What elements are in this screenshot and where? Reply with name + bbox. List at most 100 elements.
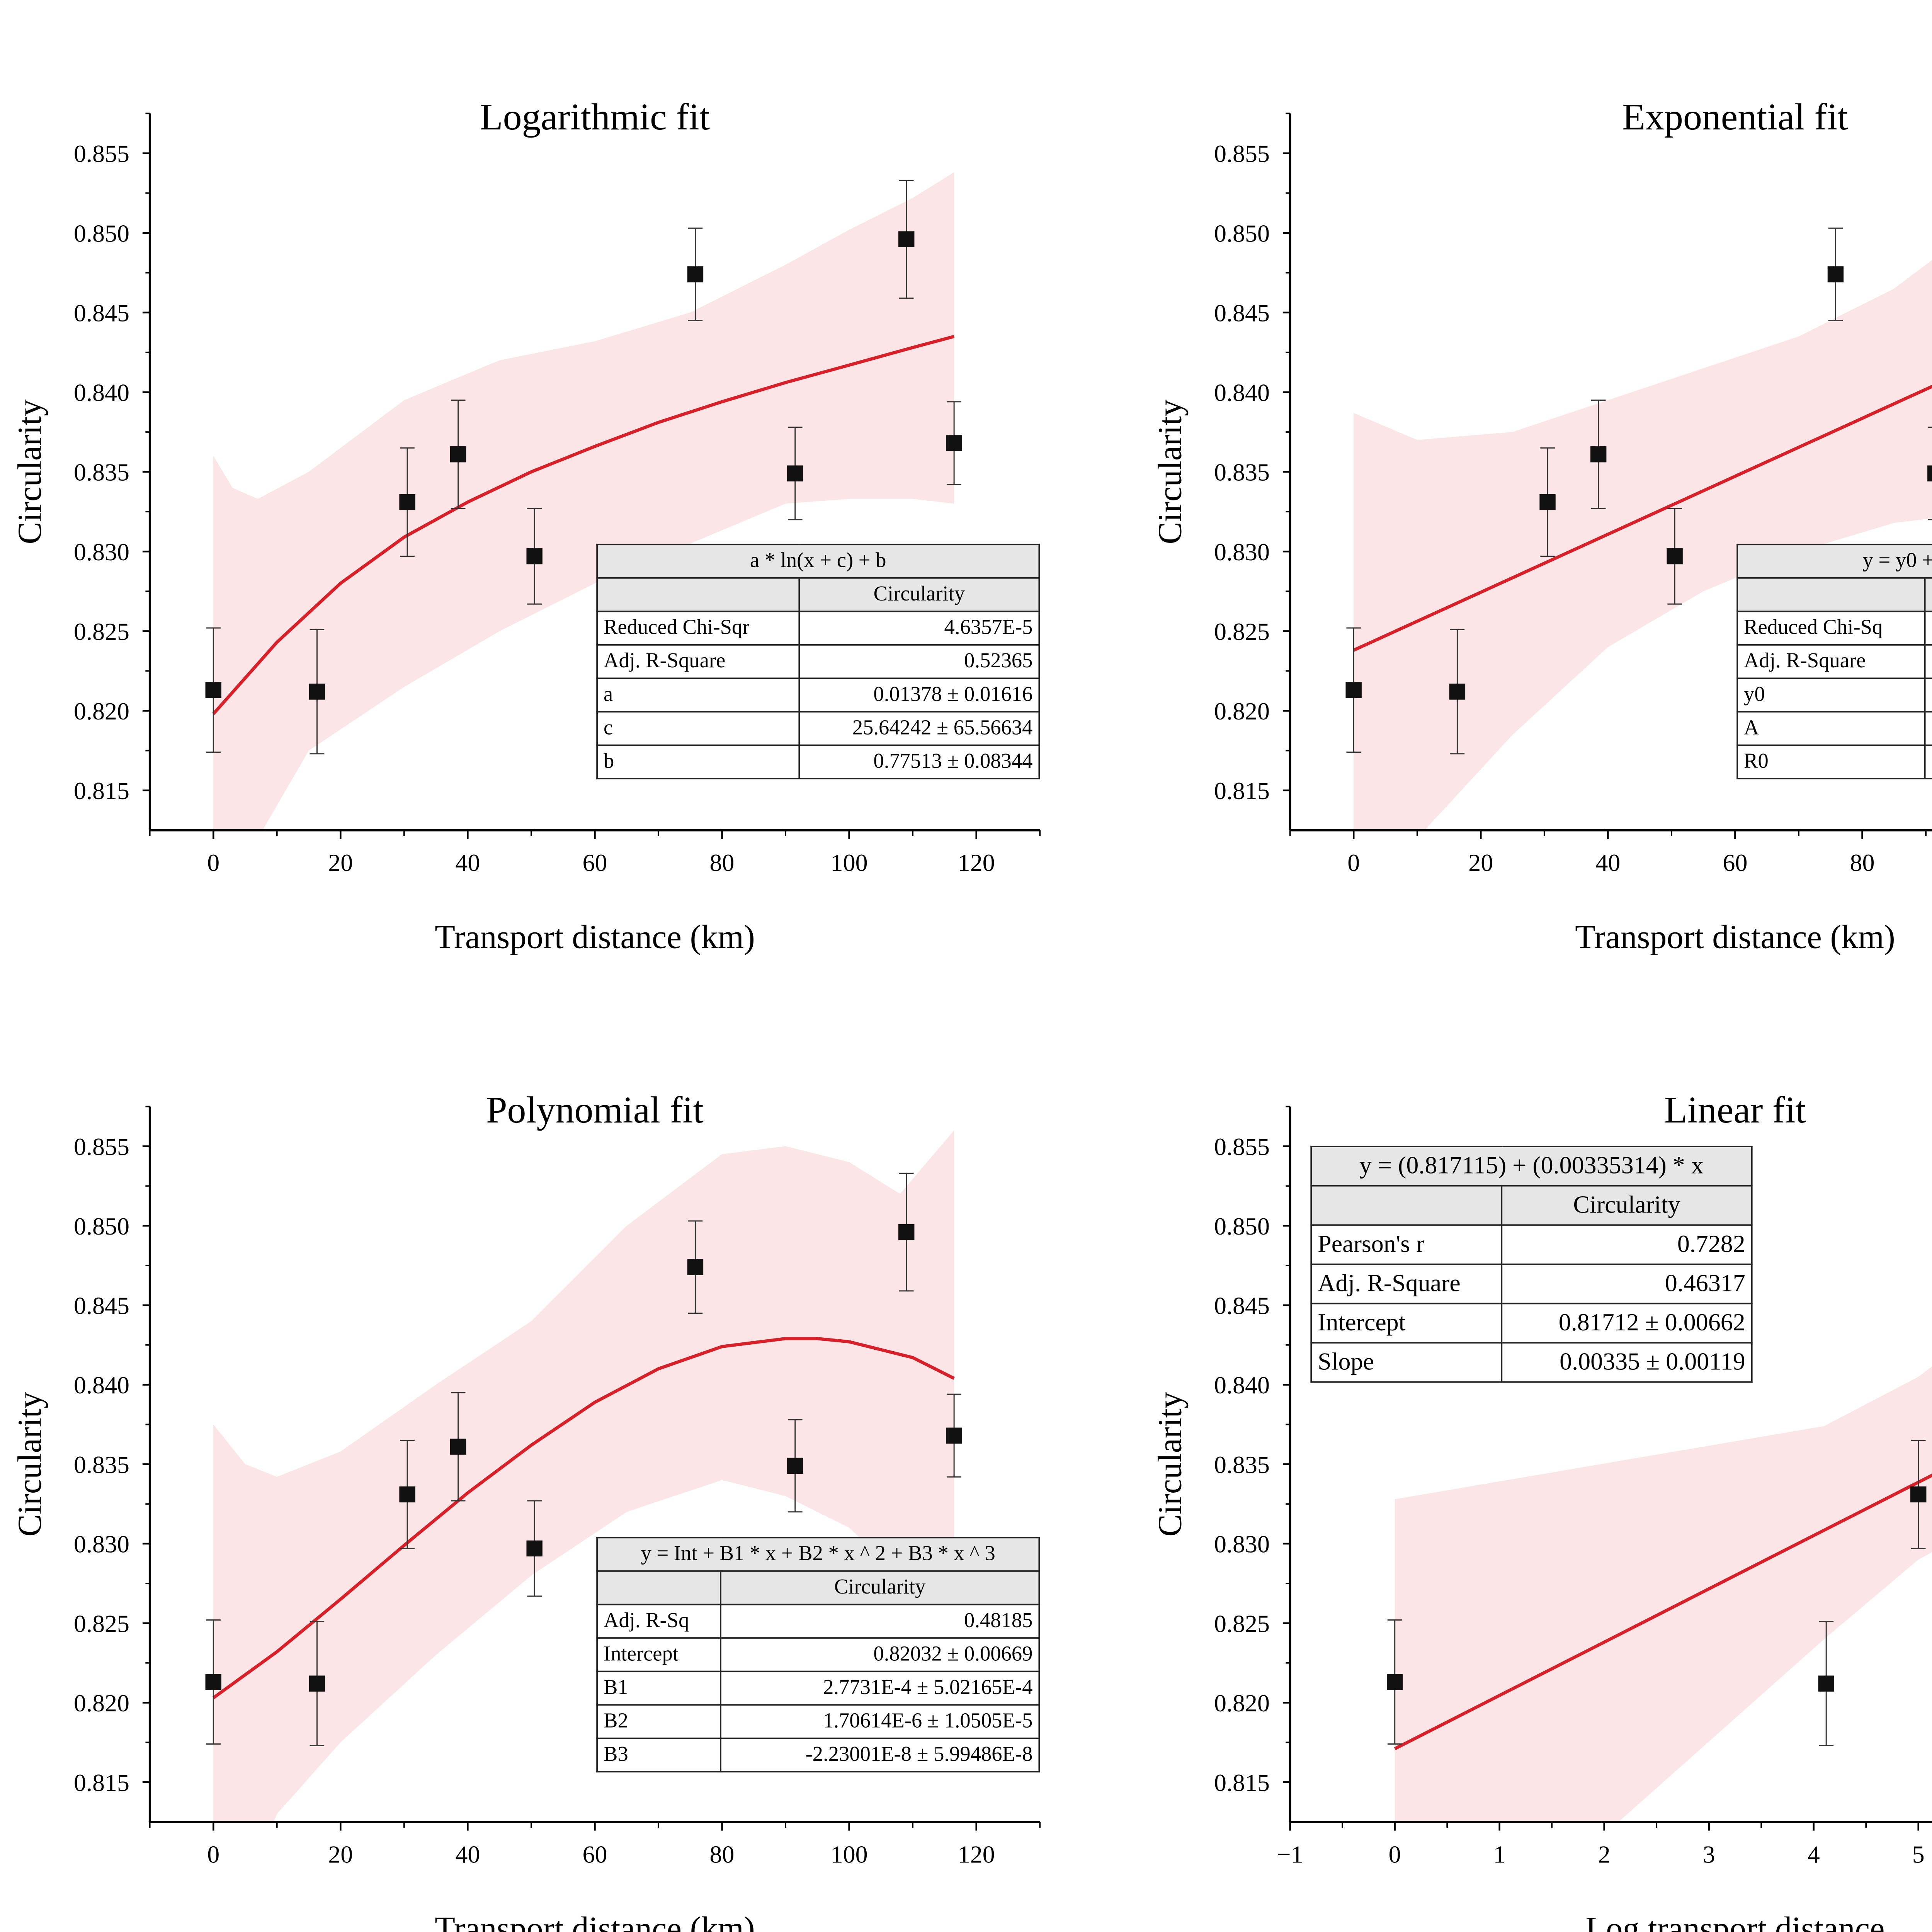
x-tick-label: −1	[1277, 1840, 1303, 1868]
row-value: 0.81712 ± 0.00662	[1501, 1303, 1753, 1344]
y-tick-label: 0.835	[1214, 1451, 1270, 1478]
data-point	[1345, 682, 1362, 698]
data-point	[399, 1486, 415, 1503]
y-tick-label: 0.835	[74, 459, 129, 486]
y-tick-label: 0.845	[74, 299, 129, 327]
x-tick-label: 120	[958, 1840, 995, 1868]
y-tick-label: 0.850	[1214, 219, 1270, 247]
chart-panel-2: 0.815 0.820 0.825 0.830 0.835 0.840 0.845 0.850…	[11, 1089, 1041, 1932]
y-tick-label: 0.845	[74, 1292, 129, 1320]
data-point	[1386, 1674, 1403, 1690]
x-tick-label: 40	[455, 1840, 480, 1868]
row-label: Reduced Chi-Sq	[1736, 611, 1926, 646]
y-tick-label: 0.840	[1214, 379, 1270, 406]
y-tick-label: 0.850	[1214, 1213, 1270, 1240]
x-tick-label: 80	[710, 849, 735, 876]
y-axis-label: Circularity	[1151, 1392, 1188, 1537]
y-tick-label: 0.855	[1214, 140, 1270, 167]
y-tick-label: 0.845	[1214, 1292, 1270, 1320]
row-label: Adj. R-Square	[596, 644, 800, 679]
chart-title: Exponential fit	[1622, 96, 1848, 138]
x-tick-label: 0	[207, 849, 219, 876]
x-axis-label: Transport distance (km)	[435, 1910, 755, 1932]
y-tick-label: 0.820	[74, 1689, 129, 1717]
row-value: 0.77513 ± 0.08344	[798, 744, 1040, 779]
y-tick-label: 0.815	[74, 1769, 129, 1796]
data-point	[1927, 465, 1932, 481]
data-point	[687, 1259, 704, 1275]
row-value: 1.70614E-6 ± 1.0505E-5	[720, 1704, 1040, 1739]
y-axis-label: Circularity	[11, 1392, 48, 1537]
row-label: b	[596, 744, 800, 779]
row-label: B1	[596, 1670, 721, 1706]
data-point	[1590, 446, 1607, 463]
data-point	[898, 231, 915, 247]
y-tick-label: 0.820	[74, 697, 129, 725]
row-label: R0	[1736, 744, 1926, 779]
data-point	[946, 435, 962, 451]
data-point	[1539, 494, 1556, 510]
data-point	[946, 1427, 962, 1444]
x-tick-label: 60	[582, 849, 607, 876]
row-value: -2.23001E-8 ± 5.99486E-8	[720, 1737, 1040, 1773]
data-point	[205, 1674, 221, 1690]
y-tick-label: 0.850	[74, 1213, 129, 1240]
column-header: Circularity	[1924, 577, 1932, 612]
row-label: Intercept	[596, 1637, 721, 1672]
data-point	[787, 1458, 803, 1474]
row-value: 2.7731E-4 ± 5.02165E-4	[720, 1670, 1040, 1706]
data-point	[526, 1540, 543, 1557]
y-tick-label: 0.830	[1214, 538, 1270, 566]
data-point	[399, 494, 415, 510]
row-value: 5.12159E-5 ± 0.02181	[1924, 744, 1932, 779]
x-tick-label: 2	[1598, 1840, 1611, 1868]
x-tick-label: 40	[1595, 849, 1620, 876]
y-tick-label: 0.830	[74, 538, 129, 566]
row-value: 3.54919 ± 1516.25478	[1924, 711, 1932, 746]
row-label: Adj. R-Square	[1310, 1264, 1503, 1304]
row-label: a	[596, 677, 800, 713]
x-tick-label: 0	[207, 1840, 219, 1868]
fit-line	[212, 335, 955, 715]
x-tick-label: 60	[582, 1840, 607, 1868]
x-axis-label: Log transport distance	[1585, 1910, 1884, 1932]
x-axis-label: Transport distance (km)	[1575, 918, 1895, 955]
x-tick-label: 20	[328, 1840, 353, 1868]
y-tick-label: 0.840	[74, 379, 129, 406]
fit-stats-table-linear: y = (0.817115) + (0.00335314) * x Circul…	[1310, 1146, 1753, 1383]
fit-line	[1394, 1473, 1932, 1750]
data-point	[450, 446, 466, 463]
y-tick-label: 0.830	[74, 1531, 129, 1558]
column-header: Circularity	[798, 577, 1040, 612]
row-value: -2.72544 ± 1516.25903	[1924, 677, 1932, 713]
fit-equation: y = (0.817115) + (0.00335314) * x	[1310, 1146, 1753, 1187]
y-tick-label: 0.825	[74, 1610, 129, 1637]
row-label: Intercept	[1310, 1303, 1503, 1344]
x-tick-label: 20	[328, 849, 353, 876]
fit-equation: y = y0 + A*exp(R0*x)	[1736, 544, 1932, 579]
data-point	[205, 682, 221, 698]
y-tick-label: 0.825	[74, 618, 129, 645]
fit-stats-table-logarithmic: a * ln(x + c) + b Circularity Reduced Ch…	[596, 544, 1040, 779]
data-point	[450, 1439, 466, 1455]
chart-title: Polynomial fit	[486, 1089, 704, 1131]
y-tick-label: 0.840	[1214, 1371, 1270, 1399]
fit-equation: y = Int + B1 * x + B2 * x ^ 2 + B3 * x ^…	[596, 1537, 1040, 1572]
row-label: y0	[1736, 677, 1926, 713]
chart-panel-3: 0.815 0.820 0.825 0.830 0.835 0.840 0.845 0.850…	[1151, 1089, 1932, 1932]
x-tick-label: 80	[1850, 849, 1875, 876]
x-tick-label: 1	[1493, 1840, 1506, 1868]
y-tick-label: 0.855	[1214, 1133, 1270, 1160]
y-tick-label: 0.850	[74, 219, 129, 247]
fit-equation: a * ln(x + c) + b	[596, 544, 1040, 579]
y-tick-label: 0.815	[1214, 1769, 1270, 1796]
row-value: 0.52365	[798, 644, 1040, 679]
y-tick-label: 0.830	[1214, 1531, 1270, 1558]
row-label: Slope	[1310, 1342, 1503, 1383]
row-label: Adj. R-Square	[1736, 644, 1926, 679]
row-value: 25.64242 ± 65.56634	[798, 711, 1040, 746]
column-header: Circularity	[720, 1570, 1040, 1605]
data-point	[309, 1675, 325, 1692]
x-tick-label: 20	[1468, 849, 1493, 876]
